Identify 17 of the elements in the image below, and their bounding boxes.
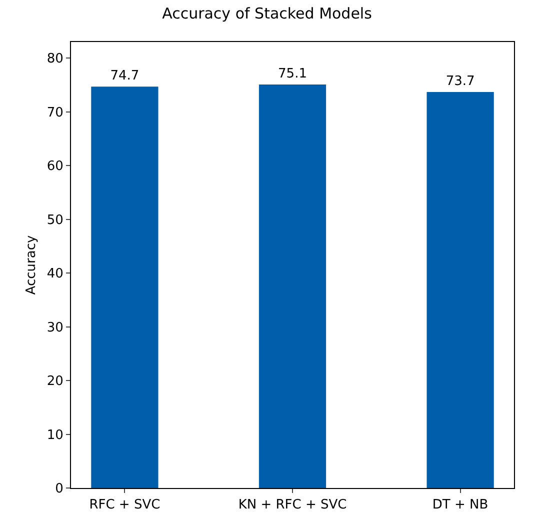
- y-tick-label: 50: [46, 212, 64, 228]
- y-tick-label: 80: [46, 52, 64, 67]
- x-tick-label: KN + RFC + SVC: [238, 498, 347, 513]
- data-label: 73.7: [446, 74, 475, 89]
- y-tick-label: 40: [46, 266, 64, 282]
- y-tick-label: 30: [46, 320, 64, 336]
- y-tick-label: 20: [46, 374, 64, 390]
- x-tick-label: RFC + SVC: [89, 498, 160, 513]
- y-tick-label: 0: [55, 482, 64, 497]
- data-label: 75.1: [278, 66, 307, 82]
- y-tick-label: 10: [46, 428, 64, 443]
- y-tick-label: 60: [46, 159, 64, 174]
- data-label: 74.7: [110, 68, 140, 84]
- chart-title: Accuracy of Stacked Models: [162, 4, 372, 22]
- x-tick-label: DT + NB: [432, 498, 488, 513]
- y-tick-label: 70: [46, 105, 64, 120]
- y-axis-title: Accuracy: [24, 235, 39, 295]
